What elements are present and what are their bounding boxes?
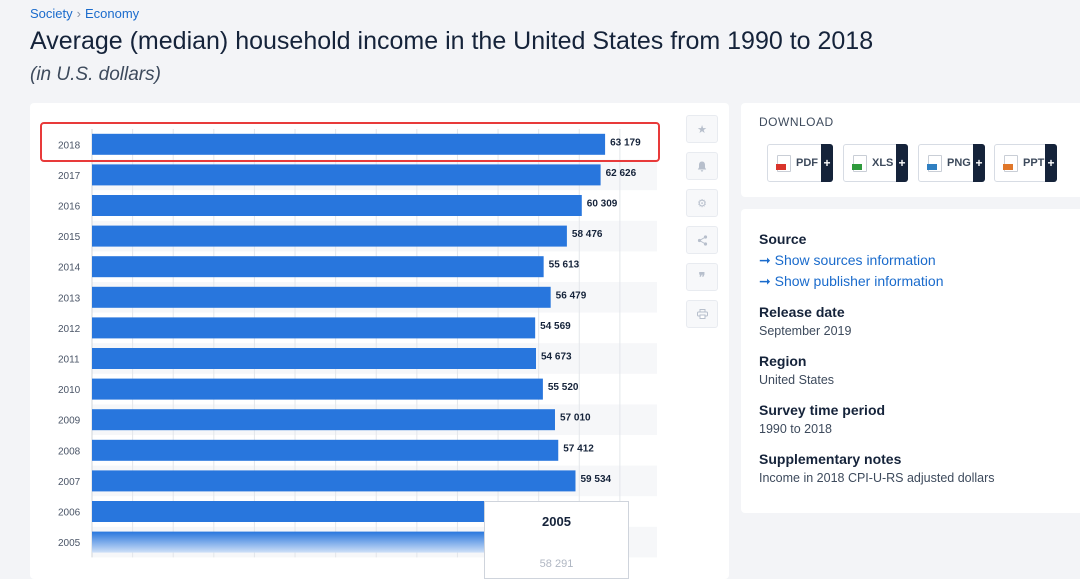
bar-2012[interactable] [92, 317, 536, 339]
supplementary-notes-heading: Supplementary notes [759, 451, 902, 467]
data-label-2012: 54 569 [540, 321, 571, 332]
cite-button[interactable]: ❞ [686, 263, 718, 291]
breadcrumb: Society › Economy [30, 6, 139, 21]
xls-label: XLS [872, 157, 894, 169]
bar-2014[interactable] [92, 256, 544, 278]
bar-2015[interactable] [92, 225, 567, 247]
bar-2009[interactable] [92, 409, 555, 431]
tick-label-2017: 2017 [58, 171, 81, 182]
bar-2007[interactable] [92, 470, 576, 492]
download-png-button[interactable]: PNG + [918, 144, 985, 182]
breadcrumb-society[interactable]: Society [30, 6, 73, 21]
bar-2008[interactable] [92, 439, 559, 461]
bar-chart: 2018 63 179 2017 62 626 2016 60 309 2015 58 476… [58, 129, 657, 558]
tick-label-2005: 2005 [58, 538, 81, 549]
tooltip-value: 58 291 [539, 558, 574, 570]
pdf-label: PDF [796, 157, 818, 169]
bar-2011[interactable] [92, 348, 537, 369]
chart-toolbar: ★ ⚙ ❞ [686, 115, 718, 337]
release-date-value: September 2019 [759, 324, 852, 338]
data-label-2014: 55 613 [549, 260, 580, 271]
data-label-2008: 57 412 [563, 443, 594, 454]
ppt-label: PPT [1023, 157, 1045, 169]
breadcrumb-economy[interactable]: Economy [84, 6, 140, 21]
gear-icon: ⚙ [697, 197, 707, 210]
tick-label-2007: 2007 [58, 477, 81, 488]
pdf-file-icon [776, 154, 791, 172]
tick-label-2015: 2015 [58, 232, 81, 243]
chart-tooltip: 2005 58 291 [484, 501, 629, 579]
tick-label-2011: 2011 [58, 355, 80, 366]
data-label-2007: 59 534 [580, 474, 611, 485]
region-heading: Region [759, 353, 807, 369]
tick-label-2016: 2016 [58, 202, 81, 213]
data-label-2011: 54 673 [541, 352, 572, 363]
release-date-heading: Release date [759, 304, 845, 320]
bar-2010[interactable] [92, 378, 543, 400]
png-plus[interactable]: + [973, 144, 985, 182]
source-heading: Source [759, 231, 807, 247]
download-title: DOWNLOAD [759, 115, 834, 129]
highlight-box [40, 122, 660, 162]
data-label-2018: 63 179 [610, 137, 641, 148]
tick-label-2013: 2013 [58, 293, 81, 304]
tooltip-year: 2005 [542, 514, 571, 529]
star-icon: ★ [697, 123, 707, 136]
share-icon [697, 234, 707, 246]
bell-icon [697, 161, 707, 172]
pdf-plus[interactable]: + [821, 144, 833, 182]
data-label-2010: 55 520 [548, 382, 579, 393]
download-ppt-button[interactable]: PPT + [994, 144, 1057, 182]
chart-card: 2018 63 179 2017 62 626 2016 60 309 2015 58 476… [30, 103, 729, 579]
bar-2018[interactable] [92, 133, 606, 155]
print-icon [696, 309, 708, 319]
download-pdf-button[interactable]: PDF + [767, 144, 833, 182]
pdf-badge [776, 163, 786, 170]
show-sources-link[interactable]: ➞ Show sources information [759, 252, 936, 268]
print-button[interactable] [686, 300, 718, 328]
xls-plus[interactable]: + [896, 144, 908, 182]
data-label-2016: 60 309 [587, 199, 618, 210]
data-label-2009: 57 010 [560, 413, 591, 424]
download-xls-button[interactable]: XLS + [843, 144, 908, 182]
tick-label-2008: 2008 [58, 446, 81, 457]
favorite-button[interactable]: ★ [686, 115, 718, 143]
settings-button[interactable]: ⚙ [686, 189, 718, 217]
notify-button[interactable] [686, 152, 718, 180]
data-label-2017: 62 626 [606, 168, 637, 179]
ppt-badge [1003, 163, 1013, 170]
data-label-2013: 56 479 [556, 290, 587, 301]
bar-2017[interactable] [92, 164, 601, 186]
share-button[interactable] [686, 226, 718, 254]
tick-label-2014: 2014 [58, 263, 81, 274]
bar-2005-partial[interactable] [92, 531, 484, 553]
quote-icon: ❞ [698, 270, 706, 284]
tick-label-2010: 2010 [58, 385, 81, 396]
survey-period-heading: Survey time period [759, 402, 886, 418]
tick-label-2009: 2009 [58, 416, 81, 427]
xls-file-icon [852, 154, 867, 172]
region-value: United States [759, 373, 835, 387]
png-label: PNG [947, 157, 971, 169]
bar-2016[interactable] [92, 195, 582, 216]
bar-2013[interactable] [92, 286, 551, 308]
info-panel: Source ➞ Show sources information ➞ Show… [741, 209, 1080, 513]
page-subtitle: (in U.S. dollars) [30, 64, 161, 85]
ppt-plus[interactable]: + [1045, 144, 1057, 182]
tick-label-2012: 2012 [58, 324, 81, 335]
supplementary-notes-value: Income in 2018 CPI-U-RS adjusted dollars [759, 471, 995, 485]
page-title: Average (median) household income in the… [30, 27, 874, 55]
survey-period-value: 1990 to 2018 [759, 422, 832, 436]
png-file-icon [927, 154, 942, 172]
tick-label-2006: 2006 [58, 508, 81, 519]
tick-label-2018: 2018 [58, 140, 81, 151]
bar-2006-partial[interactable] [92, 501, 484, 522]
png-badge [927, 163, 937, 170]
download-panel: DOWNLOAD PDF + XLS + PNG + PPT + [741, 103, 1080, 197]
breadcrumb-separator: › [76, 6, 81, 21]
show-publisher-link[interactable]: ➞ Show publisher information [759, 273, 944, 289]
xls-badge [852, 163, 862, 170]
data-label-2015: 58 476 [572, 229, 603, 240]
ppt-file-icon [1003, 154, 1018, 172]
